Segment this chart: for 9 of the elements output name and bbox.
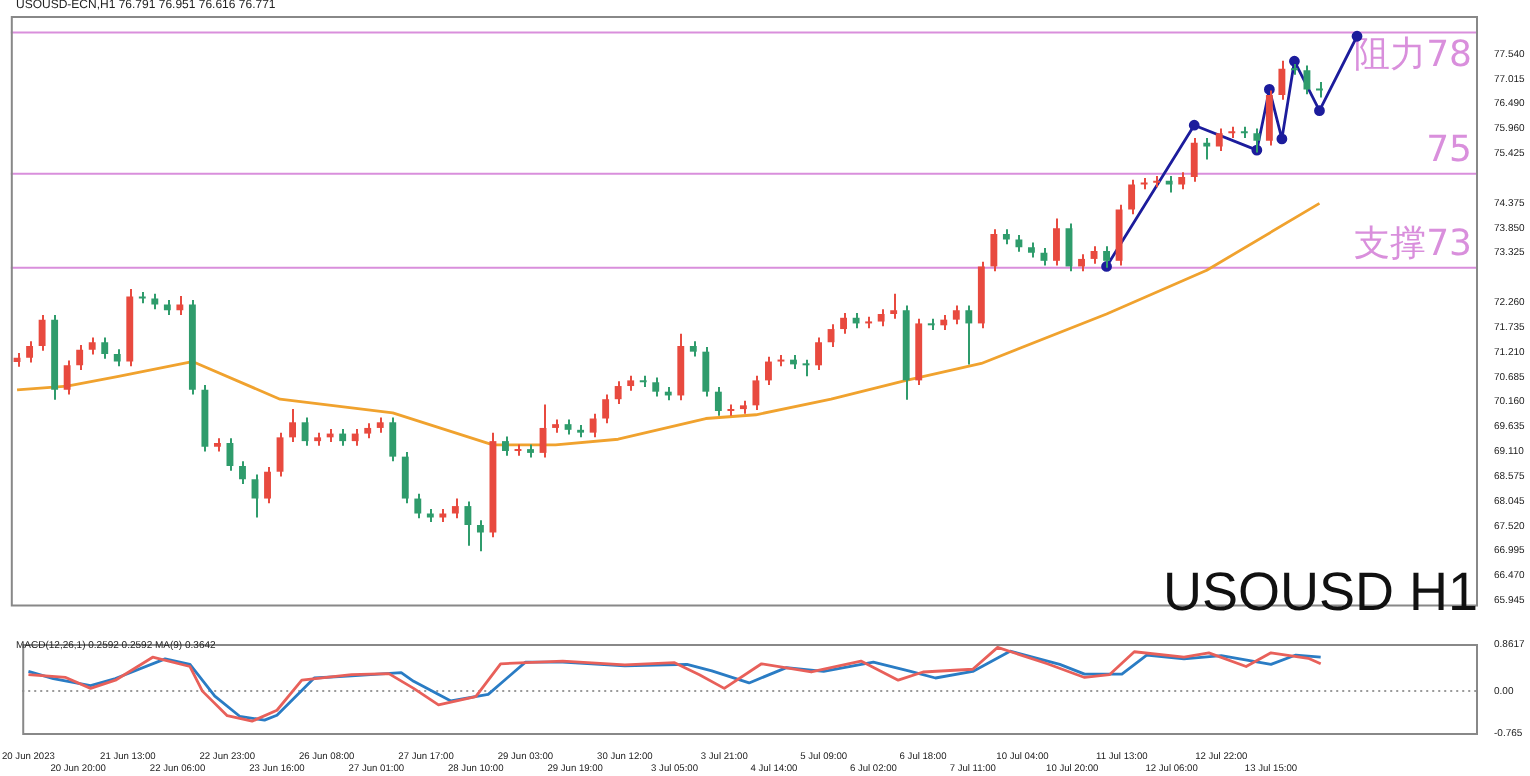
- point: [1289, 55, 1300, 67]
- ref-line-label: 75: [1426, 129, 1472, 172]
- point: [1188, 119, 1200, 131]
- ref-line-label: 支撑73: [1354, 223, 1472, 266]
- point: [1263, 84, 1275, 95]
- ref-line-label: 阻力78: [1354, 33, 1472, 76]
- text: USOUSD H1: [1162, 562, 1478, 624]
- point: [1276, 133, 1288, 145]
- point: [1314, 105, 1325, 117]
